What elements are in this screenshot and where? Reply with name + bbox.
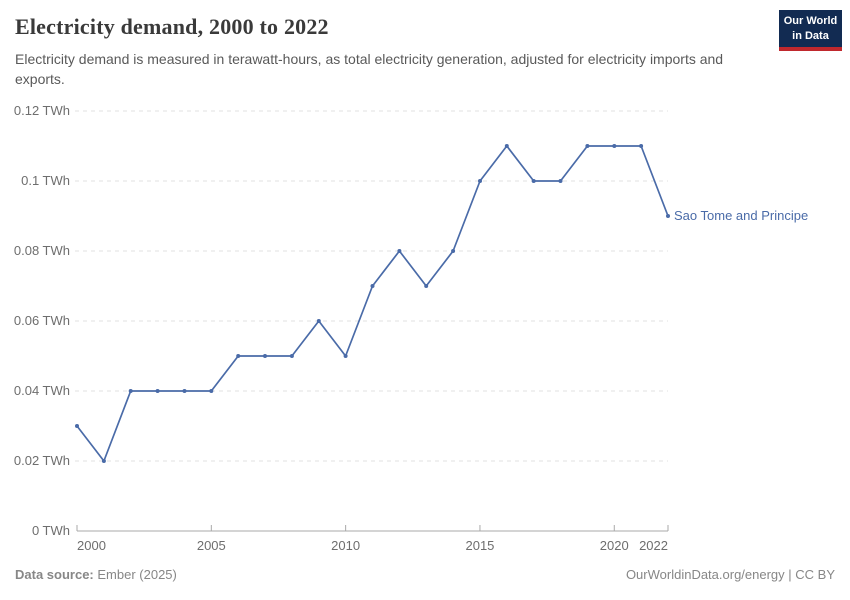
x-axis-label: 2020: [600, 538, 629, 553]
data-point[interactable]: [558, 179, 563, 183]
x-axis-label: 2022: [639, 538, 668, 553]
data-point[interactable]: [531, 179, 536, 183]
data-point[interactable]: [155, 389, 160, 393]
data-point[interactable]: [370, 284, 375, 288]
data-point[interactable]: [612, 144, 617, 148]
data-point[interactable]: [478, 179, 482, 183]
page-title: Electricity demand, 2000 to 2022: [15, 14, 329, 39]
data-point[interactable]: [639, 144, 644, 148]
series-label[interactable]: Sao Tome and Principe: [674, 208, 808, 223]
line-chart: 0 TWh 0.02 TWh 0.04 TWh 0.06 TWh 0.08 TWh 0.1…: [14, 103, 808, 553]
chart-subtitle: Electricity demand is measured in terawa…: [15, 51, 724, 88]
data-source-value: Ember (2025): [97, 567, 177, 582]
y-axis-label: 0.12 TWh: [14, 103, 70, 118]
y-axis-label: 0.02 TWh: [14, 453, 70, 468]
data-point[interactable]: [585, 144, 590, 148]
chart-header: Electricity demand, 2000 to 2022 Electri…: [15, 14, 760, 90]
owid-logo: Our World in Data: [779, 10, 842, 51]
data-point[interactable]: [209, 389, 214, 393]
data-point[interactable]: [397, 249, 402, 253]
data-point[interactable]: [451, 249, 456, 253]
data-point[interactable]: [343, 354, 348, 358]
data-point[interactable]: [236, 354, 241, 358]
y-axis-label: 0 TWh: [32, 523, 70, 538]
data-point[interactable]: [75, 424, 79, 428]
x-axis-label: 2015: [465, 538, 494, 553]
owid-logo-line1: Our World: [783, 15, 838, 28]
data-source-label: Data source:: [15, 567, 94, 582]
data-point[interactable]: [101, 459, 106, 463]
y-axis-label: 0.04 TWh: [14, 383, 70, 398]
license-note[interactable]: OurWorldinData.org/energy | CC BY: [625, 567, 835, 582]
data-point[interactable]: [666, 214, 670, 218]
data-source: Data source: Ember (2025): [15, 567, 177, 582]
y-axis-label: 0.1 TWh: [21, 173, 70, 188]
x-axis-label: 2005: [197, 538, 226, 553]
data-point[interactable]: [424, 284, 429, 288]
data-line: [76, 145, 669, 462]
data-point[interactable]: [289, 354, 294, 358]
x-axis-label: 2010: [331, 538, 360, 553]
data-point[interactable]: [182, 389, 187, 393]
data-point[interactable]: [316, 319, 321, 323]
x-axis-label: 2000: [77, 538, 106, 553]
owid-logo-line2: in Data: [792, 29, 829, 42]
data-point[interactable]: [263, 354, 267, 358]
data-point[interactable]: [128, 389, 133, 393]
chart-footer: Data source: Ember (2025) OurWorldinData…: [15, 567, 835, 582]
data-point[interactable]: [504, 144, 509, 148]
y-axis-label: 0.06 TWh: [14, 313, 70, 328]
y-axis-label: 0.08 TWh: [14, 243, 70, 258]
